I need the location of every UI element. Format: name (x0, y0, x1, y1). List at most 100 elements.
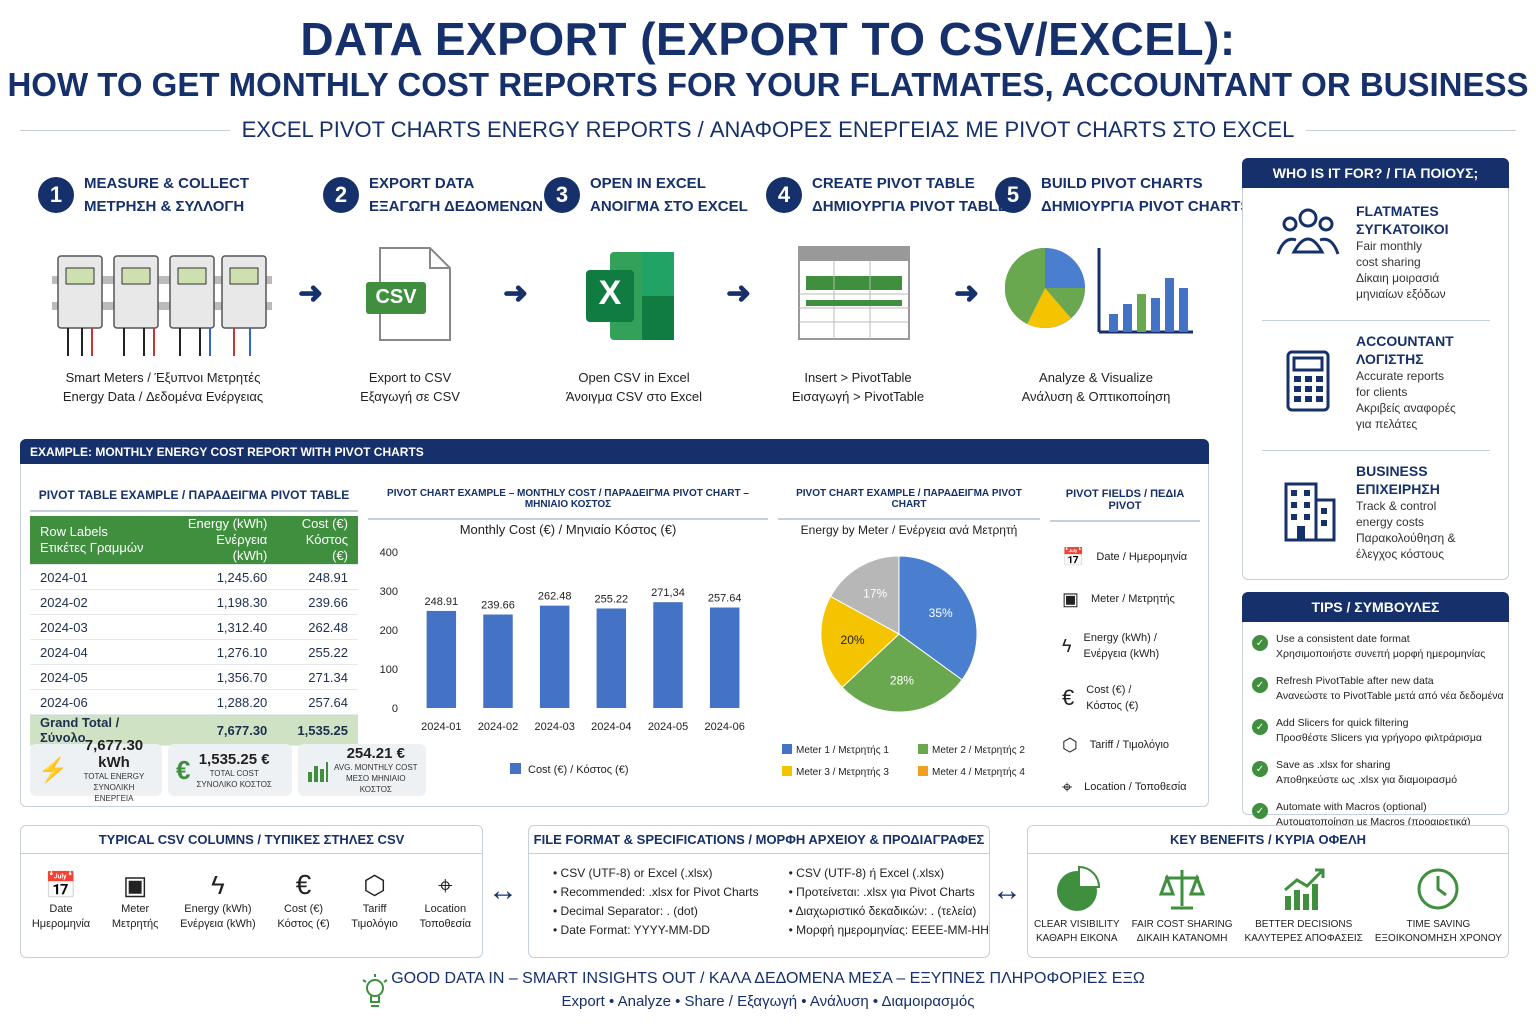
kpi-label: AVG. MONTHLY COST (333, 763, 418, 772)
spec-text: Date Format: YYYY-MM-DD (560, 923, 710, 937)
table-row: 2024-01 1,245.60 248.91 (30, 564, 358, 590)
pie-slice (829, 555, 900, 635)
cell-energy: 1,288.20 (171, 689, 278, 715)
pie-chart-section: PIVOT CHART EXAMPLE / ΠΑΡΑΔΕΙΓΜΑ PIVOT C… (778, 480, 1040, 520)
calendar-icon: 📅 (44, 870, 78, 900)
euro-icon: € (1062, 685, 1075, 710)
legend-label: Meter 4 / Μετρητής 4 (932, 766, 1025, 778)
tip-text: Refresh PivotTable after new data (1276, 675, 1434, 687)
kpi-value: 1,535.25 € (198, 750, 270, 768)
divider (1306, 129, 1516, 131)
slice-label: 28% (890, 674, 914, 688)
field-cost[interactable]: € Cost (€) / Κόστος (€) (1062, 672, 1200, 724)
field-location[interactable]: ⌖ Location / Τοποθεσία (1062, 766, 1200, 808)
col-label-gr: Τοποθεσία (419, 918, 472, 930)
who-desc-gr: μηνιαίων εξόδων (1356, 287, 1446, 301)
tip-text-gr: Αποθηκεύστε ως .xlsx για διαμοιρασμό (1276, 774, 1458, 786)
monthly-cost-bar-chart: Monthly Cost (€) / Μηνιαίο Κόστος (€) 0 10… (380, 522, 745, 776)
csv-col-tariff: ⬡ Tariff Τιμολόγιο (351, 868, 398, 932)
legend-swatch (510, 763, 521, 774)
flow-arrow-icon: ➜ (503, 277, 529, 310)
step-title: EXPORT DATA (369, 175, 475, 192)
spec-item: • Recommended: .xlsx for Pivot Charts (553, 885, 759, 899)
legend-label: Meter 2 / Μετρητής 2 (932, 744, 1025, 756)
table-row: 2024-04 1,276.10 255.22 (30, 639, 358, 665)
check-icon: ✓ (1252, 719, 1268, 735)
step-title: CREATE PIVOT TABLE (812, 175, 975, 192)
benefit-label: FAIR COST SHARING (1131, 919, 1233, 930)
legend-label: Meter 3 / Μετρητής 3 (796, 766, 889, 778)
step-number: 4 (766, 177, 802, 213)
row-label: 2024-04 (30, 639, 172, 665)
bar-value-label: 257.64 (708, 593, 742, 605)
csv-col-date: 📅 Date Ημερομηνία (32, 868, 90, 932)
csv-col-energy: ϟ Energy (kWh) Ενέργεια (kWh) (180, 868, 256, 932)
section-title: KEY BENEFITS / ΚΥΡΙΑ ΟΦΕΛΗ (1028, 826, 1508, 854)
step-caption-gr: Εξαγωγή σε CSV (360, 389, 460, 404)
bar (483, 614, 513, 708)
spec-item: • Date Format: YYYY-MM-DD (553, 923, 710, 937)
who-desc: Fair monthly (1356, 239, 1423, 253)
cell-energy: 1,356.70 (171, 664, 278, 690)
tip-item: ✓ Use a consistent date format Χρησιμοποιή… (1252, 632, 1504, 662)
step-number: 1 (38, 177, 74, 213)
bar-chart-icon (308, 762, 328, 782)
who-title: WHO IS IT FOR? / ΓΙΑ ΠΟΙΟΥΣ; (1242, 158, 1509, 188)
cell-cost: 1,535.25 (277, 714, 358, 746)
row-label: 2024-03 (30, 614, 172, 640)
step-caption-gr: Ανάλυση & Οπτικοποίηση (1021, 389, 1171, 404)
col-header: Row Labels (40, 524, 108, 539)
field-label: Meter / Μετρητής (1091, 593, 1175, 605)
field-meter[interactable]: ▣ Meter / Μετρητής (1062, 578, 1200, 620)
step-caption: Smart Meters / Έξυπνοι Μετρητές (65, 370, 261, 385)
page-subtitle: HOW TO GET MONTHLY COST REPORTS FOR YOUR… (7, 66, 1529, 103)
x-tick-label: 2024-05 (648, 721, 688, 733)
who-heading-gr: ΕΠΙΧΕΙΡΗΣΗ (1356, 481, 1440, 497)
table-row: 2024-05 1,356.70 271.34 (30, 664, 358, 690)
bar-chart-section: PIVOT CHART EXAMPLE – MONTHLY COST / ΠΑΡ… (368, 480, 768, 520)
col-label: Tariff (362, 903, 387, 915)
col-label: Meter (121, 903, 150, 915)
step-caption-gr: Energy Data / Δεδομένα Ενέργειας (62, 389, 264, 404)
kpi-total-cost: € 1,535.25 € TOTAL COST ΣΥΝΟΛΙΚΟ ΚΟΣΤΟΣ (168, 744, 292, 796)
legend-swatch (782, 744, 792, 754)
field-energy[interactable]: ϟ Energy (kWh) / Ενέργεια (kWh) (1062, 620, 1200, 672)
tip-text: Save as .xlsx for sharing (1276, 759, 1391, 771)
field-date[interactable]: 📅 Date / Ημερομηνία (1062, 536, 1200, 578)
field-tariff[interactable]: ⬡ Tariff / Τιμολόγιο (1062, 724, 1200, 766)
lightning-icon: ϟ (1062, 636, 1072, 656)
who-desc: Track & control (1356, 499, 1437, 513)
bar-value-label: 248.91 (425, 596, 459, 608)
kpi-value: 254.21 € (346, 745, 405, 762)
slice-label: 35% (929, 606, 953, 620)
step-caption: Analyze & Visualize (1039, 370, 1153, 385)
who-desc-gr: Παρακολούθηση & (1356, 531, 1456, 545)
check-icon: ✓ (1252, 677, 1268, 693)
tip-text: Add Slicers for quick filtering (1276, 717, 1409, 729)
cell-energy: 7,677.30 (171, 714, 278, 746)
spec-list-en: • CSV (UTF-8) or Excel (.xlsx) • Recomme… (553, 864, 759, 940)
pivot-charts-icon (1005, 247, 1193, 334)
step-title-gr: ΜΕΤΡΗΣΗ & ΣΥΛΛΟΓΗ (84, 198, 245, 215)
col-label: Cost (€) (283, 903, 324, 915)
who-desc-gr: έλεγχος κόστους (1356, 547, 1444, 561)
spec-text: Διαχωριστικό δεκαδικών: . (τελεία) (795, 904, 977, 918)
bar (539, 605, 570, 708)
tip-item: ✓ Save as .xlsx for sharing Αποθηκεύστε ως… (1252, 758, 1504, 788)
tip-text-gr: Ανανεώστε το PivotTable μετά από νέα δεδ… (1276, 690, 1504, 702)
people-icon (1276, 208, 1340, 255)
spec-item: • Decimal Separator: . (dot) (553, 904, 698, 918)
slice-label: 20% (841, 633, 865, 647)
benefit-label-gr: ΕΞΟΙΚΟΝΟΜΗΣΗ ΧΡΟΝΟΥ (1374, 933, 1502, 944)
benefit-label: BETTER DECISIONS (1255, 919, 1353, 930)
tip-text-gr: Προσθέστε Slicers για γρήγορο φιλτράρισμ… (1276, 732, 1482, 744)
meter-icon: ▣ (122, 870, 148, 900)
step-title-gr: ΔΗΜΙΟΥΡΓΙΑ PIVOT CHARTS (1041, 198, 1251, 215)
euro-icon: € (176, 754, 191, 785)
legend-swatch (782, 766, 792, 776)
legend-label: Cost (€) / Κόστος (€) (528, 764, 629, 776)
benefit-decisions: BETTER DECISIONS ΚΑΛΥΤΕΡΕΣ ΑΠΟΦΑΣΕΙΣ (1245, 866, 1363, 946)
kpi-value: 7,677.30 kWh (84, 736, 144, 771)
legend-label: Meter 1 / Μετρητής 1 (796, 744, 889, 756)
kpi-label-gr: ΣΥΝΟΛΙΚΟ ΚΟΣΤΟΣ (196, 779, 272, 789)
